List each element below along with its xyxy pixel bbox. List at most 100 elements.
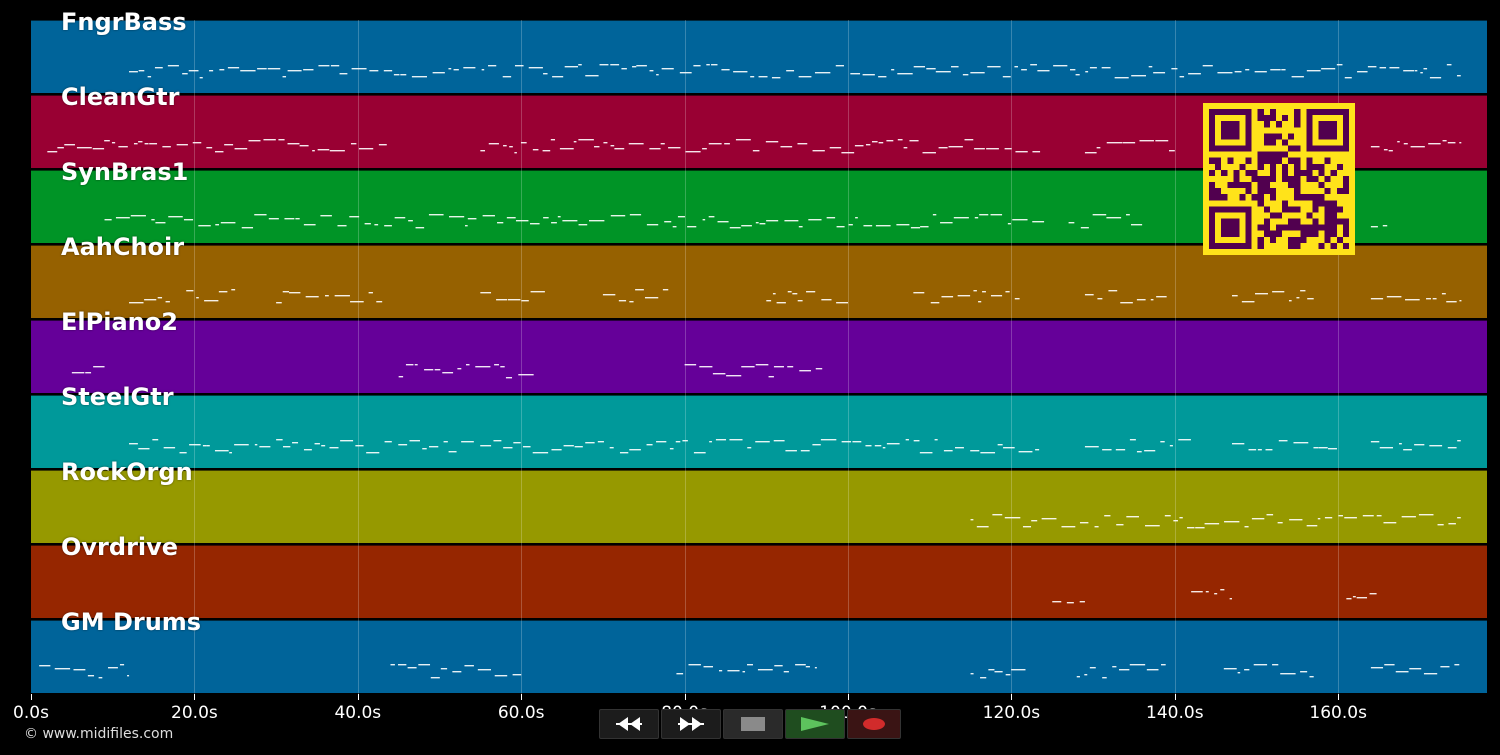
axis-tick	[31, 694, 32, 700]
axis-tick	[848, 694, 849, 700]
qr-module	[1227, 109, 1234, 116]
axis-tick-label: 120.0s	[982, 703, 1041, 723]
qr-module	[1209, 206, 1216, 213]
qr-module	[1251, 194, 1258, 201]
qr-module	[1342, 115, 1349, 122]
qr-module	[1294, 163, 1301, 170]
qr-module	[1233, 127, 1240, 134]
qr-module	[1330, 121, 1337, 128]
qr-module	[1239, 182, 1246, 189]
qr-module	[1306, 157, 1313, 164]
qr-module	[1257, 200, 1264, 207]
qr-module	[1245, 121, 1252, 128]
record-icon	[862, 717, 886, 731]
qr-module	[1275, 151, 1283, 158]
qr-module	[1306, 212, 1313, 219]
qr-module	[1209, 194, 1216, 201]
qr-module	[1342, 175, 1349, 183]
qr-module	[1336, 188, 1343, 195]
qr-module	[1245, 127, 1252, 134]
qr-module	[1330, 127, 1337, 134]
qr-module	[1318, 200, 1325, 207]
axis-tick	[357, 694, 359, 700]
play-button[interactable]	[785, 709, 845, 739]
qr-module	[1215, 157, 1222, 164]
qr-module	[1209, 115, 1216, 122]
qr-module	[1324, 188, 1331, 195]
track-name: SteelGtr	[61, 383, 174, 411]
qr-module	[1288, 242, 1295, 249]
qr-module	[1330, 145, 1337, 152]
qr-module	[1336, 206, 1343, 213]
stop-button[interactable]	[723, 709, 783, 739]
qr-module	[1324, 236, 1331, 243]
qr-module	[1221, 169, 1228, 176]
qr-module	[1282, 200, 1289, 207]
track-lane	[31, 470, 1487, 543]
qr-module	[1209, 145, 1216, 152]
qr-module	[1342, 224, 1349, 231]
qr-module	[1221, 224, 1228, 231]
qr-module	[1318, 121, 1325, 128]
qr-module	[1288, 182, 1295, 189]
qr-module	[1245, 109, 1252, 116]
qr-module	[1227, 121, 1234, 128]
gridline	[1338, 20, 1340, 694]
qr-module	[1318, 169, 1325, 176]
qr-module	[1239, 163, 1246, 170]
qr-module	[1227, 218, 1234, 225]
qr-module	[1306, 127, 1313, 134]
qr-module	[1282, 206, 1289, 213]
qr-module	[1245, 145, 1252, 152]
qr-module	[1306, 133, 1313, 140]
qr-module	[1288, 206, 1295, 213]
axis-tick	[1011, 694, 1013, 700]
qr-module	[1239, 206, 1246, 213]
axis-tick-label: 140.0s	[1146, 703, 1204, 723]
qr-module	[1245, 230, 1252, 237]
qr-module	[1318, 109, 1325, 116]
qr-module	[1275, 133, 1283, 140]
qr-module	[1294, 109, 1301, 116]
qr-module	[1269, 151, 1276, 158]
qr-module	[1209, 212, 1216, 219]
stop-icon	[741, 717, 765, 731]
qr-module	[1294, 115, 1301, 122]
rewind-button[interactable]	[599, 709, 659, 739]
qr-module	[1245, 188, 1252, 195]
qr-module	[1209, 169, 1216, 176]
qr-module	[1330, 224, 1337, 231]
qr-module	[1294, 188, 1301, 195]
qr-module	[1330, 206, 1337, 213]
qr-module	[1342, 139, 1349, 146]
record-button[interactable]	[847, 709, 901, 739]
qr-module	[1324, 212, 1331, 219]
qr-module	[1318, 224, 1325, 231]
qr-module	[1342, 230, 1349, 237]
qr-module	[1233, 133, 1240, 140]
qr-module	[1300, 194, 1307, 201]
qr-module	[1227, 206, 1234, 213]
qr-module	[1324, 145, 1331, 152]
qr-module	[1288, 145, 1295, 152]
qr-module	[1269, 115, 1276, 122]
qr-module	[1269, 175, 1276, 183]
qr-module	[1269, 212, 1276, 219]
qr-module	[1294, 157, 1301, 164]
qr-module	[1269, 169, 1276, 176]
qr-module	[1342, 127, 1349, 134]
fast-forward-button[interactable]	[661, 709, 721, 739]
qr-module	[1227, 133, 1234, 140]
qr-module	[1257, 175, 1264, 183]
track-name: RockOrgn	[61, 458, 193, 486]
qr-module	[1233, 242, 1240, 249]
qr-module	[1318, 127, 1325, 134]
qr-module	[1257, 236, 1264, 243]
qr-module	[1342, 121, 1349, 128]
qr-module	[1324, 127, 1331, 134]
qr-module	[1288, 218, 1295, 225]
qr-module	[1330, 230, 1337, 237]
qr-module	[1312, 230, 1319, 237]
qr-module	[1263, 224, 1270, 231]
qr-module	[1263, 115, 1270, 122]
